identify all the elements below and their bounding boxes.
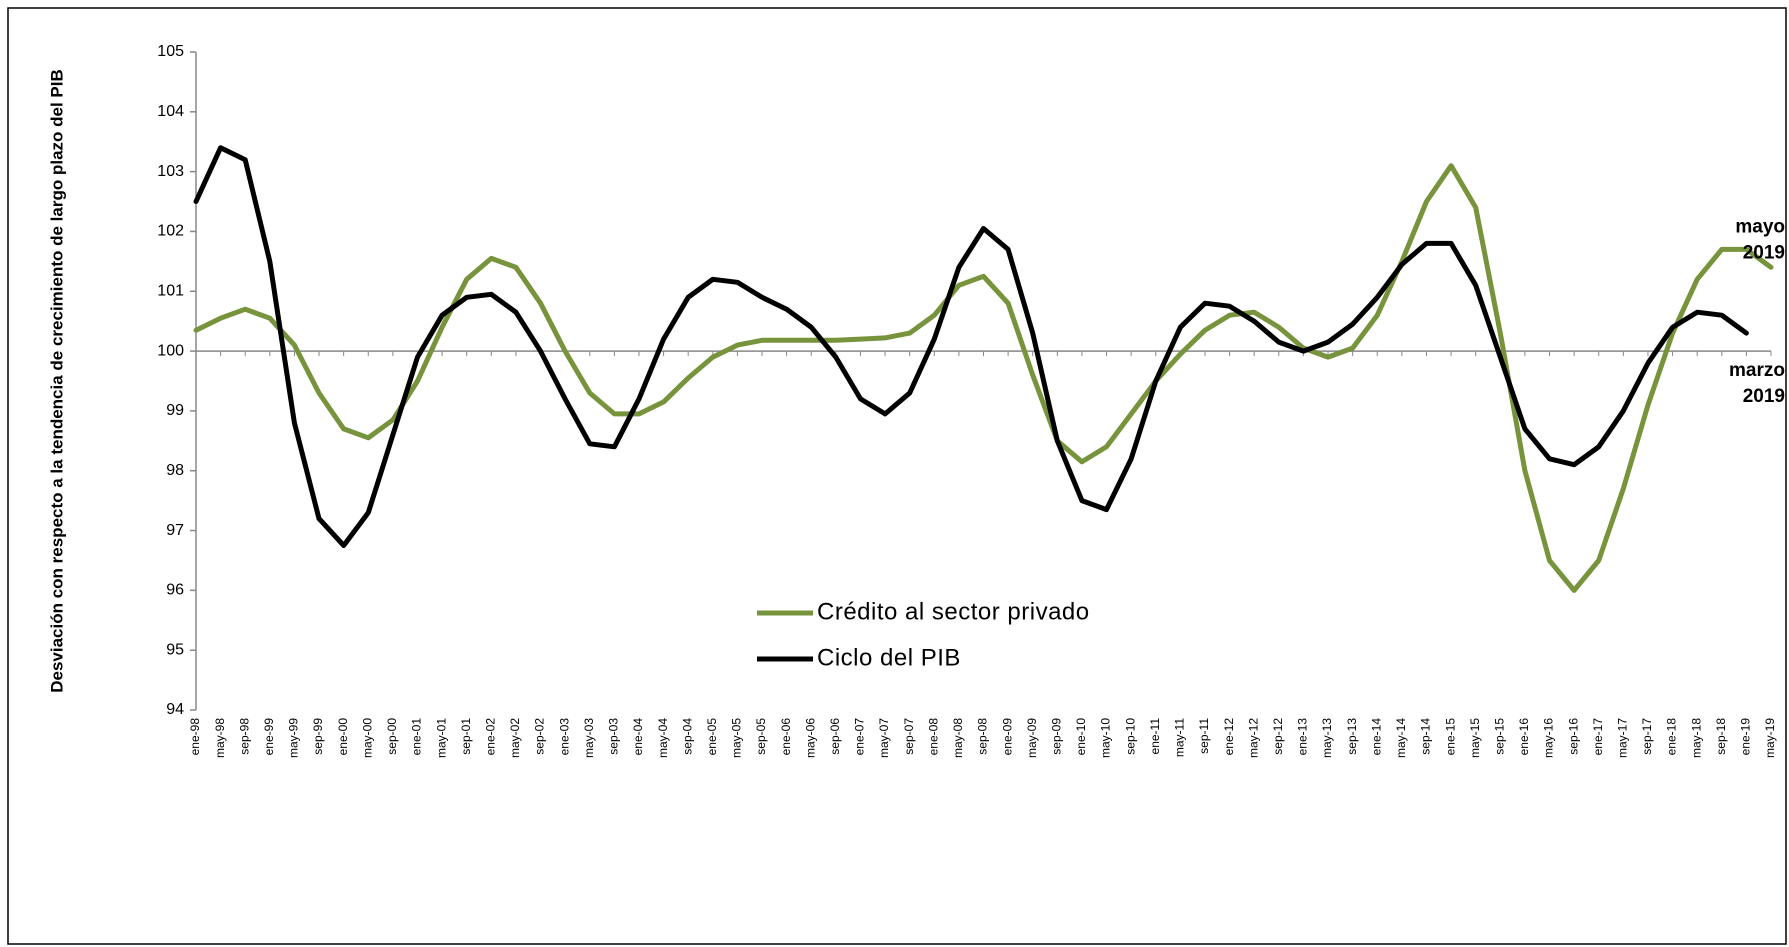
- x-tick-label: ene-08: [926, 718, 940, 756]
- x-tick-label: ene-99: [262, 718, 276, 756]
- y-tick-label: 102: [157, 223, 184, 240]
- x-tick-label: sep-10: [1123, 718, 1137, 755]
- x-tick-label: may-03: [582, 718, 596, 758]
- x-tick-label: sep-08: [976, 718, 990, 755]
- x-tick-label: ene-18: [1665, 718, 1679, 756]
- x-tick-label: may-98: [213, 718, 227, 758]
- x-tick-label: ene-14: [1369, 718, 1383, 756]
- x-tick-label: may-99: [287, 718, 301, 758]
- x-tick-label: sep-13: [1345, 718, 1359, 755]
- x-tick-label: ene-01: [410, 718, 424, 756]
- x-tick-label: may-05: [730, 718, 744, 758]
- x-tick-label: may-06: [803, 718, 817, 758]
- x-tick-label: sep-17: [1640, 718, 1654, 755]
- x-tick-label: sep-16: [1566, 718, 1580, 755]
- annotation: 2019: [1743, 386, 1785, 407]
- x-tick-label: ene-17: [1591, 718, 1605, 756]
- x-tick-label: may-10: [1099, 718, 1113, 758]
- x-tick-label: may-02: [508, 718, 522, 758]
- y-tick-label: 103: [157, 163, 184, 180]
- x-tick-label: sep-06: [828, 718, 842, 755]
- x-tick-label: ene-03: [557, 718, 571, 756]
- x-tick-label: ene-06: [779, 718, 793, 756]
- x-tick-label: sep-14: [1419, 718, 1433, 755]
- x-tick-label: may-19: [1763, 718, 1777, 758]
- x-tick-label: ene-13: [1296, 718, 1310, 756]
- x-tick-label: may-14: [1394, 718, 1408, 758]
- x-tick-label: sep-04: [680, 718, 694, 755]
- x-tick-label: sep-15: [1492, 718, 1506, 755]
- x-tick-label: ene-04: [631, 718, 645, 756]
- x-tick-label: ene-11: [1148, 718, 1162, 755]
- y-tick-label: 95: [166, 641, 184, 658]
- y-axis-label: Desviación con respecto a la tendencia d…: [47, 69, 66, 693]
- annotation: marzo: [1729, 360, 1785, 381]
- x-tick-label: sep-05: [754, 718, 768, 755]
- y-tick-label: 96: [166, 582, 184, 599]
- x-tick-label: may-09: [1025, 718, 1039, 758]
- x-tick-label: ene-16: [1517, 718, 1531, 756]
- x-tick-label: ene-10: [1074, 718, 1088, 756]
- y-tick-label: 104: [157, 103, 184, 120]
- y-tick-label: 94: [166, 701, 184, 718]
- x-tick-label: may-13: [1320, 718, 1334, 758]
- series-line: [193, 145, 1749, 548]
- x-tick-label: sep-07: [902, 718, 916, 755]
- x-tick-label: may-04: [656, 718, 670, 758]
- x-tick-label: sep-03: [607, 718, 621, 755]
- x-tick-label: may-01: [434, 718, 448, 758]
- x-tick-label: may-00: [360, 718, 374, 758]
- x-tick-label: sep-01: [459, 718, 473, 755]
- legend-label: Crédito al sector privado: [817, 598, 1090, 625]
- x-tick-label: ene-98: [188, 718, 202, 756]
- x-tick-label: may-17: [1616, 718, 1630, 758]
- x-tick-label: may-15: [1468, 718, 1482, 758]
- x-tick-label: ene-19: [1739, 718, 1753, 756]
- x-tick-label: may-11: [1173, 718, 1187, 757]
- x-tick-label: ene-07: [853, 718, 867, 756]
- x-tick-label: may-08: [951, 718, 965, 758]
- x-tick-label: sep-12: [1271, 718, 1285, 755]
- y-tick-label: 97: [166, 522, 184, 539]
- x-tick-label: sep-00: [385, 718, 399, 755]
- x-tick-label: sep-02: [533, 718, 547, 755]
- x-tick-label: ene-00: [336, 718, 350, 756]
- x-tick-label: may-18: [1689, 718, 1703, 758]
- x-tick-label: sep-18: [1714, 718, 1728, 755]
- x-tick-label: may-16: [1542, 718, 1556, 758]
- x-tick-label: ene-02: [483, 718, 497, 756]
- annotation: mayo: [1735, 216, 1785, 237]
- y-tick-label: 99: [166, 402, 184, 419]
- x-tick-label: ene-05: [705, 718, 719, 756]
- x-tick-label: may-12: [1246, 718, 1260, 758]
- chart-border: [7, 7, 1787, 945]
- x-tick-label: may-07: [877, 718, 891, 758]
- x-tick-label: sep-09: [1050, 718, 1064, 755]
- x-tick-label: sep-99: [311, 718, 325, 755]
- y-tick-label: 98: [166, 462, 184, 479]
- x-tick-label: ene-12: [1222, 718, 1236, 756]
- y-tick-label: 100: [157, 342, 184, 359]
- y-tick-label: 101: [157, 282, 184, 299]
- x-tick-label: ene-09: [1000, 718, 1014, 756]
- legend-label: Ciclo del PIB: [817, 644, 961, 671]
- x-tick-label: sep-98: [237, 718, 251, 755]
- x-tick-label: sep-11: [1197, 718, 1211, 754]
- y-tick-label: 105: [157, 43, 184, 60]
- x-tick-label: ene-15: [1443, 718, 1457, 756]
- annotation: 2019: [1743, 242, 1785, 263]
